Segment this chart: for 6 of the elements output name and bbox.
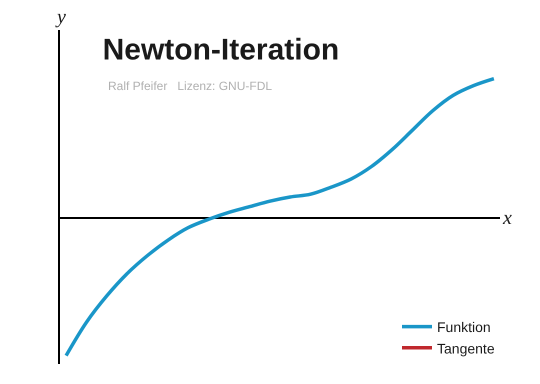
chart-title: Newton-Iteration (102, 33, 340, 66)
legend-label: Funktion (437, 319, 491, 336)
legend-label: Tangente (437, 340, 495, 356)
chart-subtitle: Ralf Pfeifer Lizenz: GNU-FDL (108, 79, 272, 93)
x-axis-title: x (502, 207, 512, 229)
y-axis-title: y (55, 6, 66, 28)
